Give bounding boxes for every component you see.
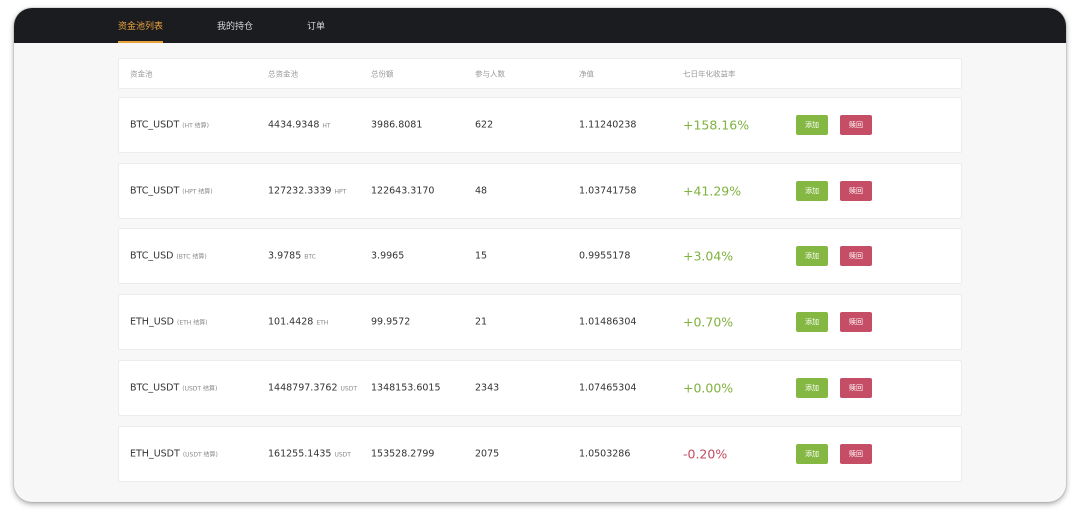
participants: 15 (475, 250, 488, 262)
settlement-label: (BTC 结算) (176, 253, 207, 261)
total-pool-unit: HT (322, 122, 331, 130)
app-window: 资金池列表 我的持仓 订单 资金池 总资金池 总份额 参与人数 净值 七日年化收… (14, 8, 1066, 502)
total-shares: 153528.2799 (371, 448, 435, 460)
redeem-button[interactable]: 赎回 (840, 312, 872, 332)
pool-name: BTC_USDT (130, 119, 180, 131)
nav-value: 1.0503286 (579, 448, 631, 460)
column-header-total-pool: 总资金池 (268, 69, 298, 78)
column-header-participants: 参与人数 (475, 69, 505, 78)
seven-day-yield: +0.70% (683, 314, 734, 330)
nav-value: 1.11240238 (579, 119, 637, 131)
redeem-button[interactable]: 赎回 (840, 444, 872, 464)
redeem-button[interactable]: 赎回 (840, 378, 872, 398)
redeem-button[interactable]: 赎回 (840, 115, 872, 135)
pool-name-cell: ETH_USDT (USDT 结算) (130, 449, 218, 460)
seven-day-yield: +0.00% (683, 380, 734, 396)
total-pool-unit: USDT (340, 385, 358, 393)
participants: 48 (475, 185, 488, 197)
table-header: 资金池 总资金池 总份额 参与人数 净值 七日年化收益率 (118, 58, 962, 89)
settlement-label: (USDT 结算) (182, 385, 218, 393)
tab-my-holdings-label: 我的持仓 (217, 22, 254, 32)
participants: 2075 (475, 448, 500, 460)
total-pool-unit: USDT (334, 451, 351, 459)
settlement-label: (HPT 结算) (182, 188, 213, 196)
seven-day-yield: -0.20% (683, 446, 728, 462)
add-button[interactable]: 添加 (796, 181, 828, 201)
table-row: ETH_USDT (USDT 结算) 161255.1435 USDT 153528… (118, 426, 962, 482)
add-button[interactable]: 添加 (796, 312, 828, 332)
pool-name-cell: ETH_USD (ETH 结算) (130, 317, 208, 328)
total-pool-value: 127232.3339 (268, 185, 332, 197)
total-pool-unit: ETH (316, 319, 329, 327)
pool-name-cell: BTC_USDT (USDT 结算) (130, 383, 217, 394)
column-header-pool: 资金池 (130, 69, 153, 78)
pool-name: BTC_USD (130, 250, 174, 262)
nav-value: 1.01486304 (579, 316, 637, 328)
column-header-nav: 净值 (579, 69, 594, 78)
pool-name: ETH_USDT (130, 448, 180, 460)
pool-name-cell: BTC_USDT (HT 结算) (130, 120, 209, 131)
total-pool-cell: 4434.9348 HT (268, 120, 331, 131)
redeem-button[interactable]: 赎回 (840, 246, 872, 266)
settlement-label: (HT 结算) (182, 122, 210, 130)
total-pool-value: 1448797.3762 (268, 382, 338, 394)
tab-orders-label: 订单 (307, 22, 326, 32)
pool-name: BTC_USDT (130, 185, 180, 197)
participants: 622 (475, 119, 494, 131)
tab-pool-list[interactable]: 资金池列表 (118, 19, 164, 43)
top-nav: 资金池列表 我的持仓 订单 (14, 8, 1066, 43)
participants: 21 (475, 316, 488, 328)
table-row: BTC_USDT (HPT 结算) 127232.3339 HPT 122643.3… (118, 163, 962, 219)
total-pool-value: 101.4428 (268, 316, 314, 328)
pool-name: ETH_USD (130, 316, 174, 328)
total-pool-cell: 161255.1435 USDT (268, 449, 351, 460)
table-row: BTC_USDT (HT 结算) 4434.9348 HT 3986.8081 62… (118, 97, 962, 153)
total-pool-value: 3.9785 (268, 250, 302, 262)
total-shares: 3.9965 (371, 250, 405, 262)
total-pool-cell: 127232.3339 HPT (268, 186, 346, 197)
table-row: BTC_USD (BTC 结算) 3.9785 BTC 3.9965 15 0.99… (118, 228, 962, 284)
add-button[interactable]: 添加 (796, 444, 828, 464)
total-pool-value: 4434.9348 (268, 119, 320, 131)
settlement-label: (ETH 结算) (177, 319, 208, 327)
tab-my-holdings[interactable]: 我的持仓 (217, 19, 253, 32)
total-pool-unit: HPT (334, 188, 347, 196)
total-shares: 1348153.6015 (371, 382, 441, 394)
pool-name-cell: BTC_USDT (HPT 结算) (130, 186, 213, 197)
pool-name: BTC_USDT (130, 382, 180, 394)
settlement-label: (USDT 结算) (182, 451, 218, 459)
nav-value: 1.03741758 (579, 185, 637, 197)
total-pool-value: 161255.1435 (268, 448, 332, 460)
pool-name-cell: BTC_USD (BTC 结算) (130, 251, 207, 262)
table-row: BTC_USDT (USDT 结算) 1448797.3762 USDT 13481… (118, 360, 962, 416)
nav-value: 1.07465304 (579, 382, 637, 394)
column-header-7day-yield: 七日年化收益率 (683, 69, 736, 78)
tab-pool-list-label: 资金池列表 (118, 22, 164, 32)
total-pool-cell: 101.4428 ETH (268, 317, 328, 328)
seven-day-yield: +3.04% (683, 248, 734, 264)
add-button[interactable]: 添加 (796, 378, 828, 398)
participants: 2343 (475, 382, 500, 394)
add-button[interactable]: 添加 (796, 246, 828, 266)
seven-day-yield: +41.29% (683, 183, 742, 199)
total-shares: 122643.3170 (371, 185, 435, 197)
add-button[interactable]: 添加 (796, 115, 828, 135)
total-pool-cell: 1448797.3762 USDT (268, 383, 357, 394)
table-row: ETH_USD (ETH 结算) 101.4428 ETH 99.9572 21 1… (118, 294, 962, 350)
active-tab-indicator (118, 41, 164, 43)
total-shares: 3986.8081 (371, 119, 423, 131)
total-pool-unit: BTC (304, 253, 316, 261)
total-pool-cell: 3.9785 BTC (268, 251, 316, 262)
total-shares: 99.9572 (371, 316, 411, 328)
nav-value: 0.9955178 (579, 250, 631, 262)
seven-day-yield: +158.16% (683, 117, 750, 133)
column-header-total-shares: 总份额 (371, 69, 394, 78)
tab-orders[interactable]: 订单 (307, 19, 325, 32)
redeem-button[interactable]: 赎回 (840, 181, 872, 201)
